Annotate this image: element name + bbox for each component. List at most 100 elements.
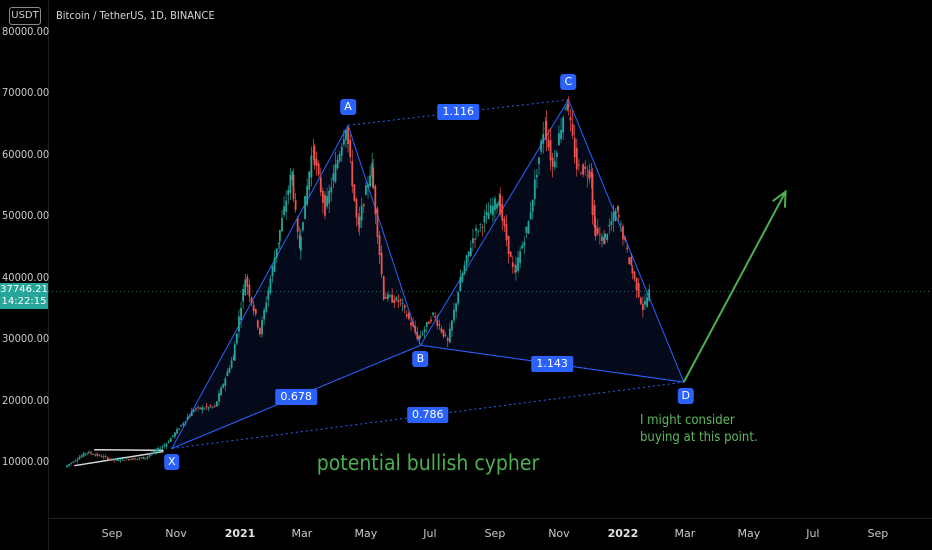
candle-body <box>285 200 288 212</box>
candle-body <box>319 177 322 193</box>
candle-body <box>362 204 365 206</box>
candle-body <box>330 187 333 193</box>
candle-body <box>240 308 242 321</box>
candle-body <box>380 252 383 275</box>
candle-body <box>360 205 363 221</box>
pattern-point-c[interactable]: C <box>560 73 577 90</box>
last-price-tag: 37746.21 14:22:15 <box>0 283 48 309</box>
candle-body <box>371 162 374 177</box>
candle-body <box>555 152 558 157</box>
candle-body <box>304 196 306 220</box>
candle-body <box>376 208 379 238</box>
candle-body <box>562 117 565 133</box>
candle-body <box>517 257 519 271</box>
candle-body <box>463 265 466 274</box>
candle-body <box>547 139 550 148</box>
candle-body <box>123 460 126 462</box>
candle-body <box>485 211 488 216</box>
candle-body <box>416 332 419 340</box>
ratio-label[interactable]: 1.143 <box>531 355 573 372</box>
y-tick-label: 60000.00 <box>2 147 50 161</box>
candle-body <box>292 174 295 200</box>
pattern-point-a[interactable]: A <box>340 99 356 116</box>
candle-body <box>308 171 311 190</box>
candle-body <box>612 212 615 222</box>
candle-body <box>389 295 391 297</box>
candle-body <box>457 292 460 304</box>
candle-body <box>553 161 556 168</box>
candle-body <box>509 251 512 258</box>
x-tick-label: May <box>354 527 378 540</box>
candle-body <box>347 127 349 144</box>
candle-body <box>614 210 617 221</box>
candle-body <box>165 443 168 447</box>
candle-body <box>446 338 449 341</box>
candle-body <box>399 299 402 301</box>
candle-body <box>283 206 285 215</box>
y-tick-label: 30000.00 <box>2 332 50 346</box>
candle-body <box>580 173 582 175</box>
candle-body <box>353 184 356 201</box>
ratio-label[interactable]: 0.678 <box>275 388 317 405</box>
chart-title: Bitcoin / TetherUS, 1D, BINANCE <box>56 9 215 22</box>
candle-body <box>513 270 516 272</box>
x-tick-label: Mar <box>674 527 696 540</box>
projection-arrow <box>682 191 787 383</box>
x-tick-label: Jul <box>806 527 820 540</box>
candle-body <box>211 406 214 408</box>
candle-body <box>218 393 220 402</box>
candle-body <box>96 453 99 456</box>
candle-body <box>182 423 185 426</box>
price-axis[interactable] <box>0 0 49 550</box>
candle-body <box>65 465 68 467</box>
ratio-label[interactable]: 0.786 <box>407 407 449 424</box>
candle-body <box>78 457 81 460</box>
candle-body <box>203 408 206 410</box>
candle-body <box>207 407 210 409</box>
candle-body <box>465 255 468 266</box>
candle-body <box>224 378 227 386</box>
candle-body <box>503 218 506 226</box>
candle-body <box>111 458 113 460</box>
candle-body <box>536 174 538 178</box>
ratio-line-xd <box>171 381 684 449</box>
ratio-label[interactable]: 1.116 <box>437 104 479 121</box>
candle-body <box>542 133 545 144</box>
y-tick-label: 80000.00 <box>2 24 50 38</box>
candle-body <box>244 279 247 296</box>
candle-body <box>76 459 79 461</box>
candle-body <box>372 167 375 189</box>
candle-body <box>358 216 361 228</box>
candle-body <box>250 297 253 304</box>
candle-body <box>475 228 477 231</box>
trade-note-line-1: I might consider <box>640 413 735 428</box>
candle-body <box>639 297 642 304</box>
currency-badge[interactable]: USDT <box>9 7 41 25</box>
candle-body <box>425 322 428 327</box>
candle-body <box>626 247 629 250</box>
pattern-point-b[interactable]: B <box>412 351 429 368</box>
candle-body <box>369 175 371 187</box>
candle-body <box>427 321 430 324</box>
pattern-point-x[interactable]: X <box>164 454 180 471</box>
candle-body <box>529 212 532 219</box>
candle-body <box>442 329 445 337</box>
candle-body <box>628 257 631 265</box>
candle-body <box>590 171 593 178</box>
candle-body <box>119 460 122 462</box>
candle-body <box>461 273 464 282</box>
candle-body <box>340 146 343 156</box>
candle-body <box>163 445 166 447</box>
candle-body <box>423 329 426 333</box>
candle-body <box>469 247 472 256</box>
candle-body <box>169 438 172 442</box>
bar-countdown: 14:22:15 <box>1 296 47 307</box>
candle-body <box>374 185 377 215</box>
candle-body <box>232 356 235 360</box>
candle-body <box>136 458 139 460</box>
candle-body <box>171 435 174 437</box>
time-axis[interactable] <box>48 518 932 519</box>
candle-body <box>481 227 484 228</box>
pattern-point-d[interactable]: D <box>677 388 695 405</box>
